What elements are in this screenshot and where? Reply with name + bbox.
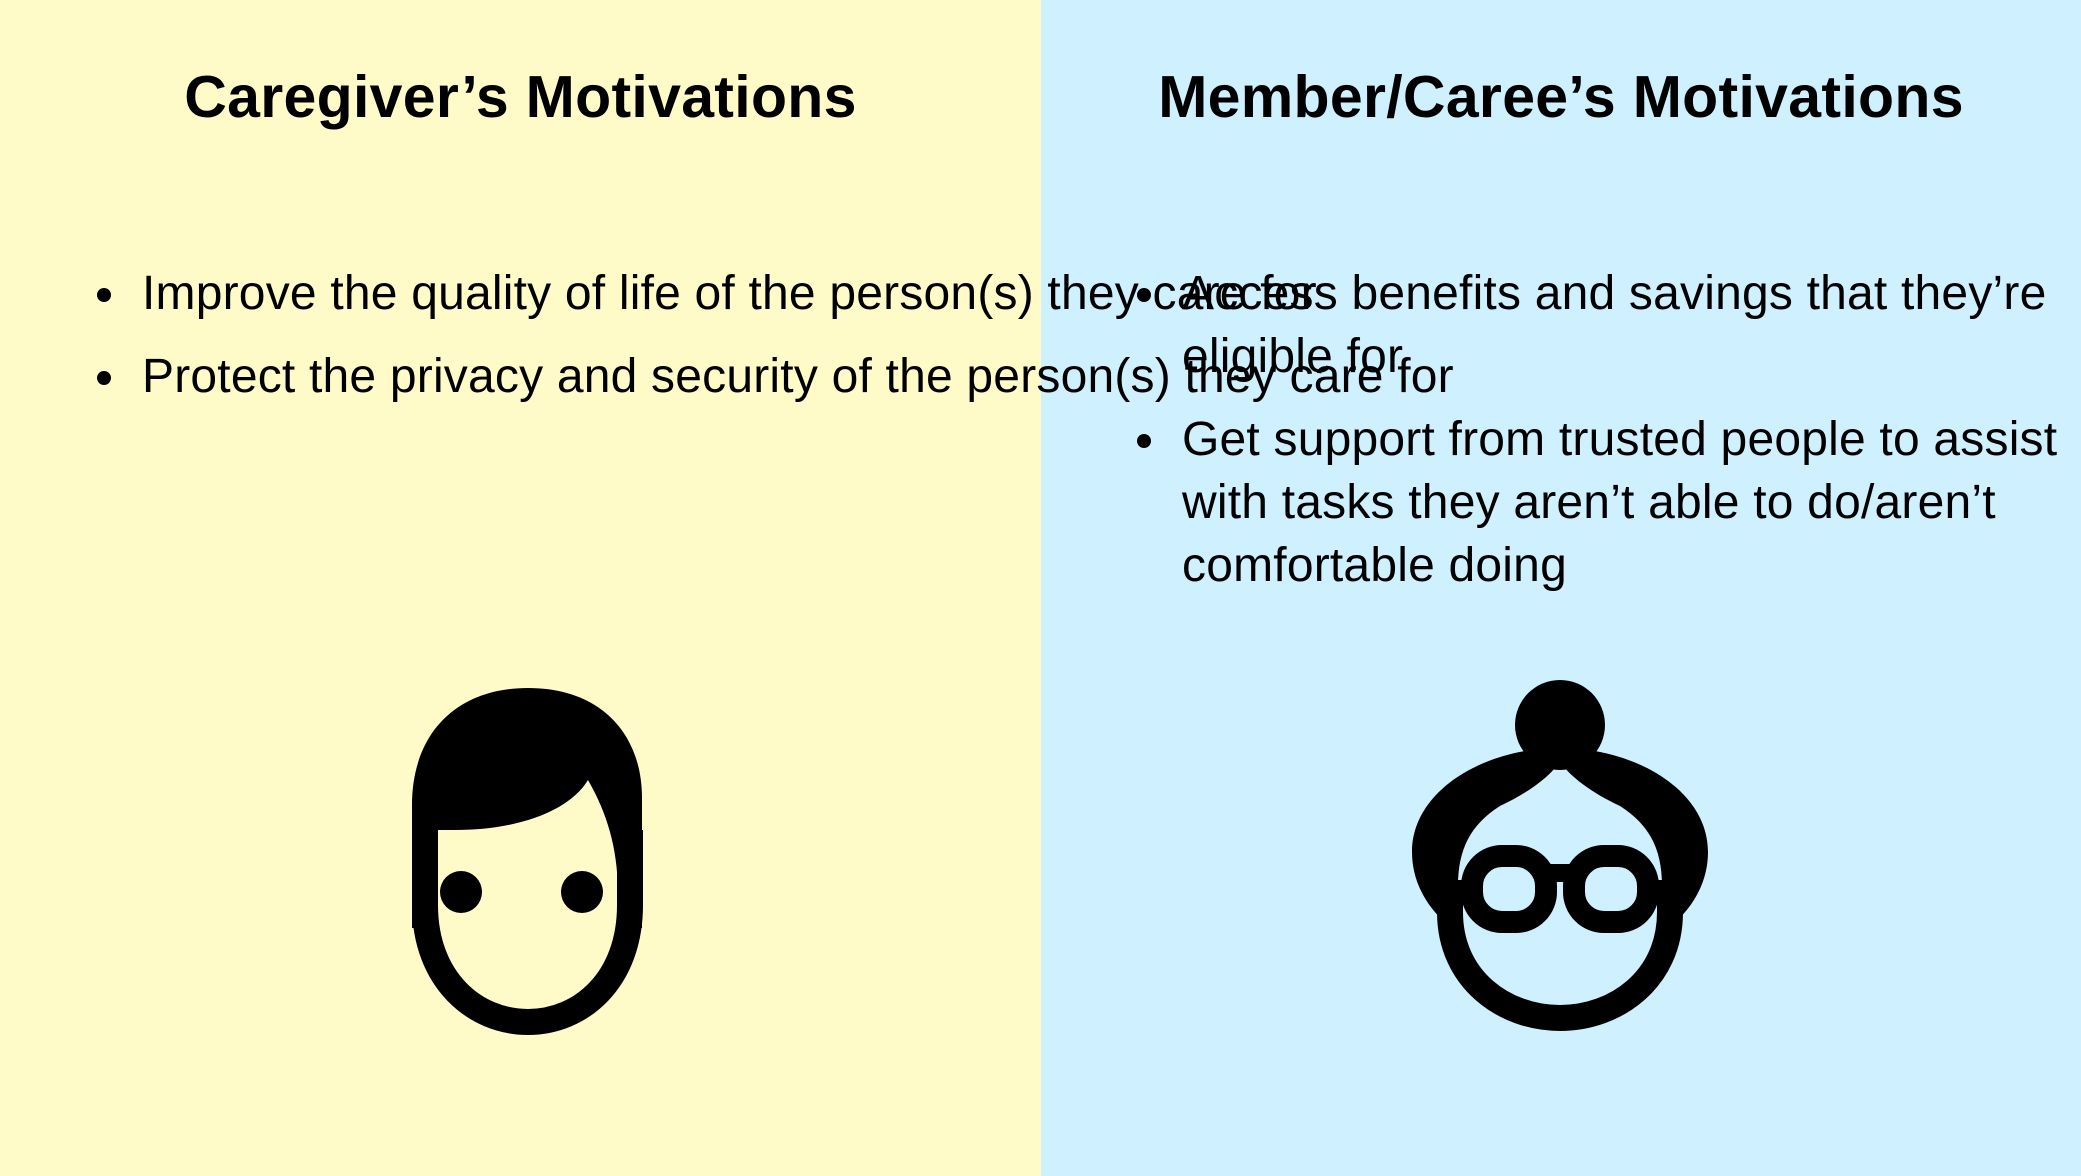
- man-face-outline-icon: [412, 830, 643, 1035]
- woman-hair-bun-icon: [1515, 680, 1605, 770]
- bullet-dot-icon: [1137, 434, 1151, 448]
- caregiver-bullet-text: Protect the privacy and security of the …: [142, 350, 1454, 403]
- member-bullet-list: Access benefits and savings that they’re…: [1132, 262, 2081, 617]
- woman-hair-icon: [1412, 748, 1708, 925]
- older-woman-glasses-face-icon: [1412, 680, 1708, 1031]
- caregiver-bullet-text: Improve the quality of life of the perso…: [142, 267, 1317, 320]
- man-face-icon: [412, 688, 643, 1035]
- bullet-dot-icon: [97, 371, 111, 385]
- member-bullet-text: Get support from trusted people to assis…: [1182, 413, 2058, 592]
- member-panel: Member/Caree’s Motivations: [1041, 0, 2081, 1176]
- member-bullet-text: Access benefits and savings that they’re…: [1182, 267, 2047, 383]
- man-left-eye-icon: [440, 871, 482, 913]
- member-title: Member/Caree’s Motivations: [1158, 64, 1964, 130]
- caregiver-title: Caregiver’s Motivations: [184, 64, 857, 130]
- woman-face-outline-icon: [1437, 880, 1683, 1031]
- list-item: Protect the privacy and security of the …: [92, 345, 1454, 408]
- man-right-eye-icon: [561, 871, 603, 913]
- list-item: Get support from trusted people to assis…: [1132, 408, 2081, 597]
- glasses-icon: [1461, 845, 1659, 933]
- bullet-dot-icon: [97, 288, 111, 302]
- bullet-dot-icon: [1137, 288, 1151, 302]
- list-item: Access benefits and savings that they’re…: [1132, 262, 2081, 388]
- list-item: Improve the quality of life of the perso…: [92, 262, 1454, 325]
- man-hair-icon: [412, 688, 642, 928]
- caregiver-panel: Caregiver’s Motivations: [0, 0, 1041, 1176]
- caregiver-bullet-list: Improve the quality of life of the perso…: [92, 262, 1454, 428]
